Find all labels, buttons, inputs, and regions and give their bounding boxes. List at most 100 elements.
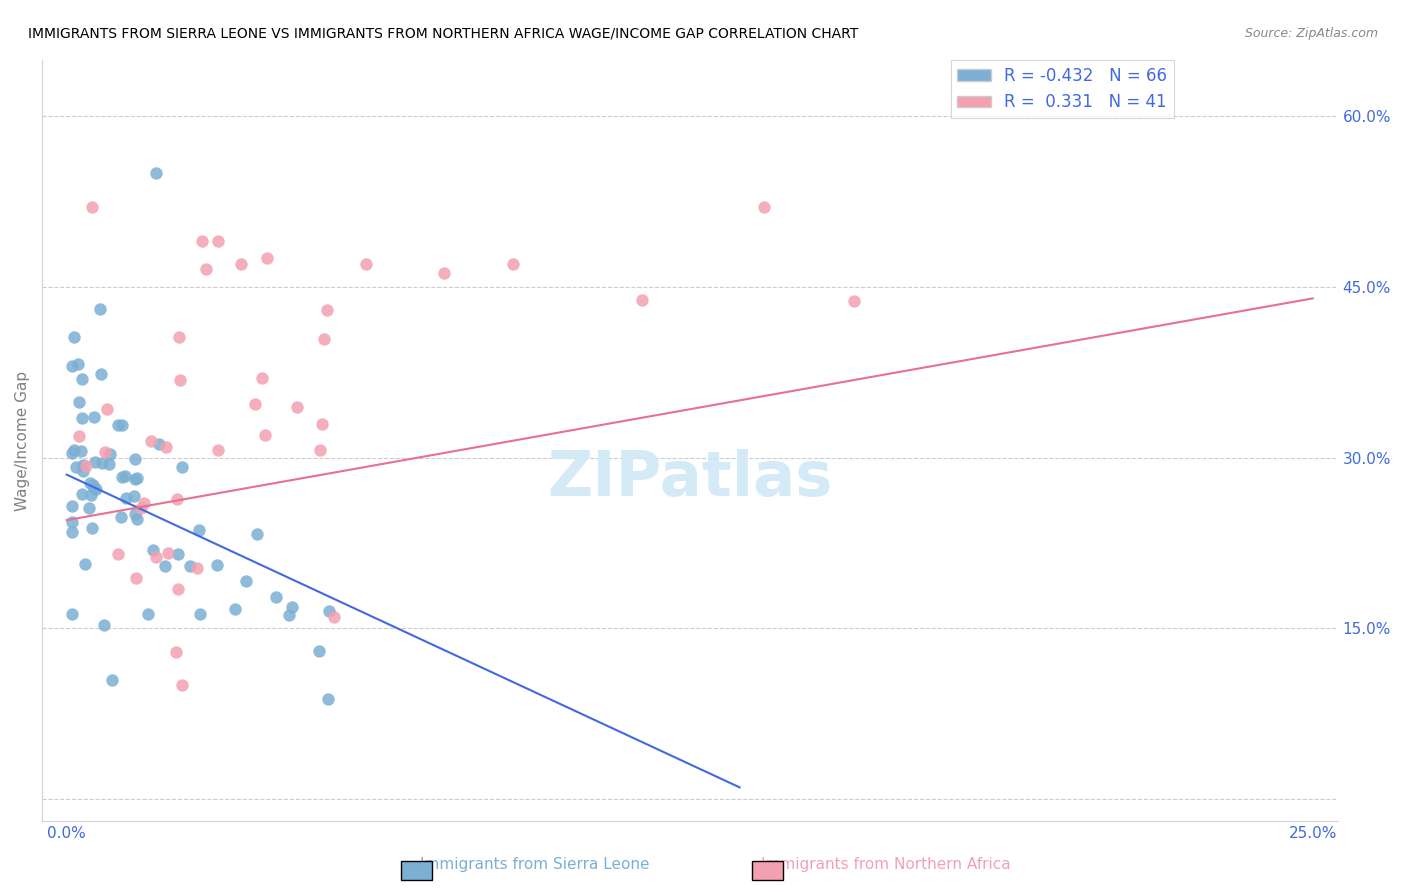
Point [754, 201, 776, 215]
Point [83, 481, 105, 495]
Point [83, 409, 105, 424]
Text: IMMIGRANTS FROM SIERRA LEONE VS IMMIGRANTS FROM NORTHERN AFRICA WAGE/INCOME GAP : IMMIGRANTS FROM SIERRA LEONE VS IMMIGRAN… [28, 27, 859, 41]
Text: Immigrants from Sierra Leone: Immigrants from Sierra Leone [419, 857, 650, 872]
Point [281, 600, 304, 615]
Point [90, 456, 112, 470]
Point [179, 558, 201, 573]
Point [278, 608, 301, 623]
Point [84, 482, 107, 496]
Point [82, 521, 104, 535]
Point [167, 330, 190, 344]
Point [155, 440, 177, 454]
Point [60, 446, 83, 460]
Point [166, 582, 188, 597]
Point [170, 678, 193, 692]
Point [170, 459, 193, 474]
Point [250, 370, 273, 384]
Point [148, 437, 170, 451]
Point [145, 550, 167, 565]
Point [72, 458, 94, 472]
Point [254, 427, 277, 442]
Point [60, 524, 83, 539]
Point [156, 546, 179, 560]
Point [309, 442, 332, 457]
Point [80, 201, 103, 215]
Point [142, 542, 165, 557]
Point [139, 434, 162, 448]
Point [62, 330, 84, 344]
Text: ZIPatlas: ZIPatlas [547, 449, 832, 508]
Point [114, 469, 136, 483]
Point [70, 411, 93, 425]
Point [60, 359, 83, 373]
Point [187, 523, 209, 537]
Point [188, 607, 211, 622]
Point [191, 234, 214, 248]
Point [124, 472, 146, 486]
Point [60, 515, 83, 529]
Point [107, 417, 129, 432]
Point [110, 510, 132, 524]
Point [136, 607, 159, 622]
Point [124, 451, 146, 466]
Point [125, 571, 148, 585]
Point [69, 443, 91, 458]
Point [98, 447, 121, 461]
Point [115, 491, 138, 505]
Point [169, 373, 191, 387]
Point [246, 526, 269, 541]
Point [67, 429, 90, 443]
Point [186, 561, 208, 575]
Point [127, 471, 149, 485]
Point [90, 367, 112, 381]
Legend: R = -0.432   N = 66, R =  0.331   N = 41: R = -0.432 N = 66, R = 0.331 N = 41 [950, 61, 1174, 118]
Point [66, 358, 89, 372]
Point [110, 470, 132, 484]
Point [60, 607, 83, 622]
Point [285, 401, 308, 415]
Point [73, 557, 96, 571]
Point [60, 499, 83, 513]
Text: Source: ZipAtlas.com: Source: ZipAtlas.com [1244, 27, 1378, 40]
Point [167, 547, 190, 561]
Point [224, 602, 246, 616]
Point [65, 460, 87, 475]
Point [153, 559, 176, 574]
Point [311, 417, 333, 431]
Point [107, 547, 129, 561]
Point [235, 574, 257, 588]
Point [98, 457, 121, 471]
Point [316, 302, 339, 317]
Point [318, 604, 340, 618]
Point [82, 477, 104, 491]
Point [256, 251, 278, 265]
Point [83, 455, 105, 469]
Point [89, 301, 111, 316]
Point [316, 691, 339, 706]
Point [844, 294, 866, 309]
Y-axis label: Wage/Income Gap: Wage/Income Gap [15, 370, 30, 510]
Point [93, 618, 115, 632]
Point [134, 496, 156, 510]
Point [70, 486, 93, 500]
Point [101, 673, 124, 687]
Point [207, 442, 229, 457]
Point [145, 166, 167, 180]
Point [322, 610, 344, 624]
Point [125, 512, 148, 526]
Point [63, 442, 86, 457]
Point [96, 402, 118, 417]
Point [80, 488, 103, 502]
Point [166, 491, 188, 506]
Point [67, 394, 90, 409]
Point [111, 417, 134, 432]
Point [308, 644, 330, 658]
Point [354, 257, 377, 271]
Point [165, 645, 187, 659]
Point [94, 445, 117, 459]
Point [77, 501, 100, 516]
Point [266, 590, 288, 604]
Point [433, 267, 456, 281]
Point [631, 293, 654, 308]
Point [79, 475, 101, 490]
